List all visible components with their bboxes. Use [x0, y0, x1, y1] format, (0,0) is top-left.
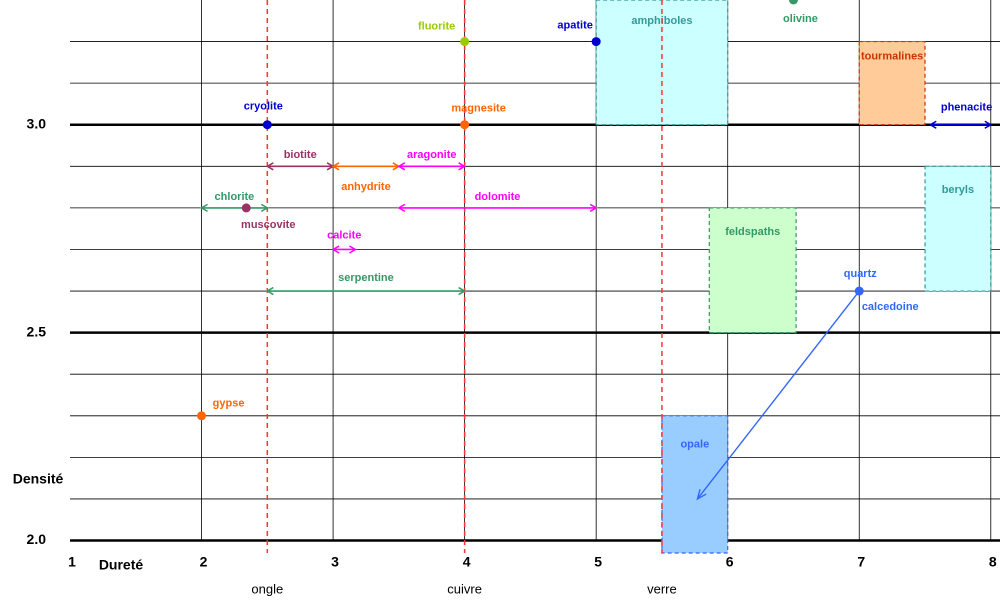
mineral-point [460, 37, 470, 47]
x-tick-label: 8 [989, 554, 997, 570]
x-tick-label: 1 [68, 554, 76, 570]
point-label: cryolite [244, 101, 283, 113]
arrow-head [458, 162, 467, 171]
arrow-head [397, 162, 406, 171]
mineral-point [591, 37, 601, 47]
arrow-head [349, 245, 357, 254]
box-label: tourmalines [861, 50, 923, 62]
arrow-head [397, 203, 406, 213]
arrow-head [928, 120, 937, 129]
point-label: fluorite [418, 20, 455, 32]
arrow-head [458, 286, 467, 296]
range-label: chlorite [215, 191, 255, 203]
point-label: calcedoine [862, 301, 919, 313]
arrow-head [696, 489, 707, 501]
arrow-head [200, 203, 208, 213]
range-label: phenacite [941, 102, 992, 114]
mineral-box [858, 40, 926, 126]
reference-label: verre [647, 581, 677, 596]
point-label: muscovite [241, 219, 295, 231]
x-tick-label: 6 [726, 554, 734, 570]
y-tick-label: 2.5 [27, 323, 47, 339]
y-tick-label: 3.0 [27, 115, 47, 131]
link-arrow [696, 290, 860, 500]
box-label: beryls [942, 184, 974, 196]
x-axis-label: Dureté [99, 557, 144, 573]
arrow-head [331, 245, 340, 254]
range-label: calcite [327, 229, 361, 241]
range-label: serpentine [338, 272, 394, 284]
x-tick-label: 2 [200, 554, 208, 570]
reference-label: cuivre [447, 581, 482, 596]
y-axis-label: Densité [13, 471, 64, 487]
box-label: opale [680, 439, 709, 451]
arrow-head [265, 286, 274, 296]
point-label: olivine [783, 13, 818, 25]
mineral-point [460, 120, 470, 130]
arrow-head [331, 162, 340, 171]
mineral-point [854, 286, 864, 296]
range-label: biotite [284, 149, 317, 161]
point-label: magnesite [451, 103, 505, 115]
arrow-head [265, 162, 274, 171]
mineral-point [197, 411, 207, 421]
mineral-point [262, 120, 272, 130]
range-label: anhydrite [341, 181, 391, 193]
point-label: apatite [557, 19, 592, 31]
x-tick-label: 4 [463, 554, 471, 570]
mineral-box [708, 207, 797, 334]
x-tick-label: 7 [857, 554, 865, 570]
point-label: quartz [844, 268, 878, 280]
mineral-box [661, 415, 729, 554]
arrow-head [260, 203, 269, 213]
box-label: feldspaths [725, 226, 780, 238]
point-label: gypse [213, 398, 245, 410]
mineral-point [788, 0, 798, 5]
arrow-head [589, 203, 598, 213]
arrow-head [984, 120, 993, 129]
x-tick-label: 3 [331, 554, 339, 570]
x-tick-label: 5 [594, 554, 602, 570]
reference-label: ongle [251, 581, 283, 596]
mineral-point [241, 203, 251, 213]
range-label: dolomite [475, 191, 521, 203]
range-label: aragonite [407, 149, 457, 161]
y-tick-label: 2.0 [27, 531, 47, 547]
mineral-box [924, 165, 992, 292]
